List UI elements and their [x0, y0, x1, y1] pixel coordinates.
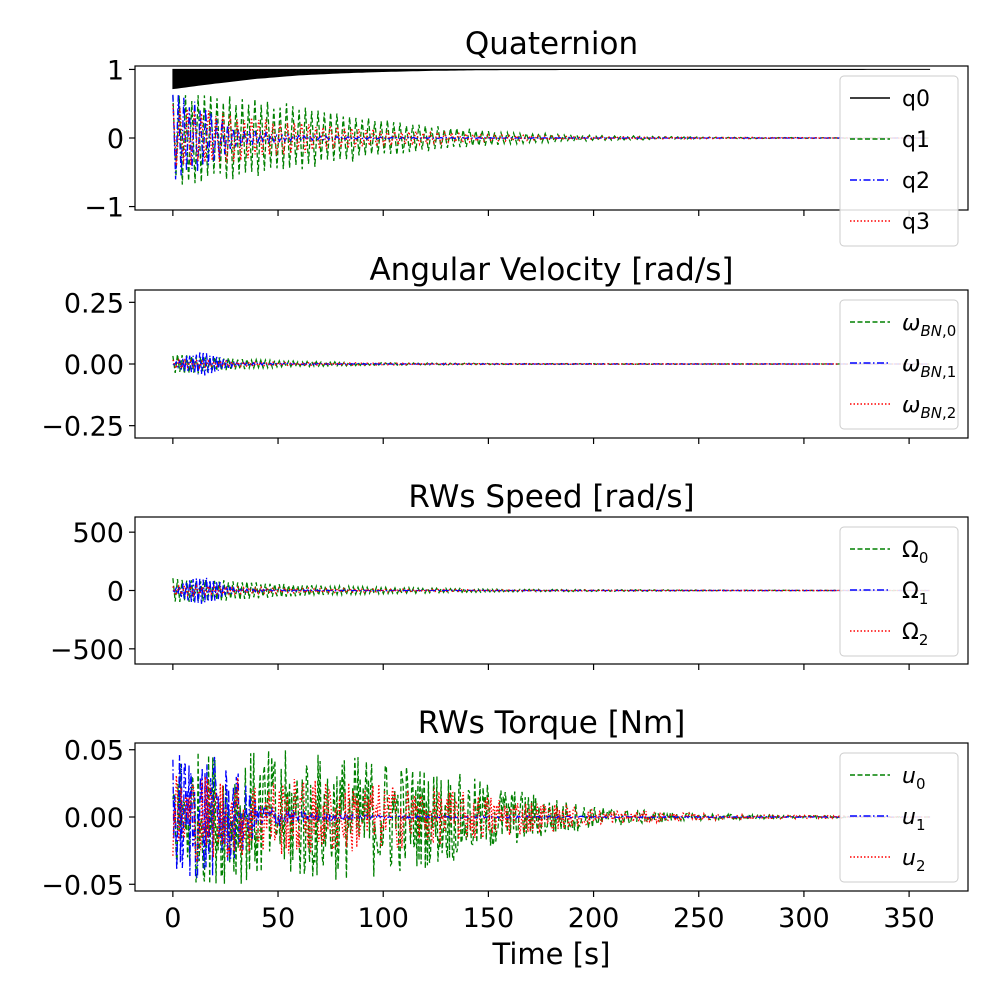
x-axis-label: Time [s] [492, 937, 611, 971]
y-tick-label: −500 [50, 635, 124, 666]
x-tick-label: 350 [883, 903, 935, 934]
chart-title: RWs Torque [Nm] [418, 705, 686, 741]
x-tick-label: 50 [261, 903, 295, 934]
y-tick-label: −1 [84, 193, 124, 224]
y-tick-label: 0.00 [64, 350, 124, 381]
y-tick-label: −0.05 [41, 870, 124, 901]
y-tick-label: 0.25 [64, 288, 124, 319]
series-q1-line [172, 95, 931, 185]
legend-label-q0: q0 [902, 87, 930, 112]
y-tick-label: 0 [107, 124, 124, 155]
y-tick-label: 0 [107, 577, 124, 608]
series-q0-band [172, 68, 931, 90]
series-u2-line [172, 775, 930, 863]
y-tick-label: 1 [107, 55, 124, 86]
legend-box [839, 526, 959, 657]
panel-rws-speed-rad-s: RWs Speed [rad/s] 500 0 −500 Ω0 Ω1 Ω2 [50, 479, 969, 670]
legend: Ω0 Ω1 Ω2 [839, 526, 959, 657]
series-group [172, 351, 930, 376]
legend-label-q1: q1 [902, 128, 930, 153]
x-tick-label: 150 [463, 903, 515, 934]
legend-label-u2: u2 [902, 846, 926, 875]
x-tick-label: 300 [778, 903, 830, 934]
panel-quaternion: Quaternion 1 0 −1 q0 q1 q2 q3 [84, 26, 969, 247]
series-group [172, 68, 931, 185]
y-tick-label: −0.25 [41, 412, 124, 443]
legend-box [839, 299, 959, 430]
panel-angular-velocity-rad-s: Angular Velocity [rad/s] 0.25 0.00 −0.25 ωBN… [41, 252, 969, 444]
y-tick-label: 500 [72, 518, 124, 549]
chart-title: RWs Speed [rad/s] [408, 479, 694, 515]
y-tick-label: 0.00 [64, 803, 124, 834]
series-u0-line [172, 750, 931, 884]
chart-title: Angular Velocity [rad/s] [369, 252, 733, 288]
legend-label-2: Ω2 [902, 620, 928, 649]
legend-label-q3: q3 [902, 210, 930, 235]
y-tick-label: 0.05 [64, 736, 124, 767]
panel-rws-torque-nm: RWs Torque [Nm] 0.05 0.00 −0.05 0 50 100 150 200… [41, 705, 969, 971]
series-group [172, 577, 930, 604]
legend-label-0: Ω0 [902, 538, 928, 567]
legend-box [839, 752, 959, 883]
legend-label-bn-0: ωBN,0 [902, 311, 956, 340]
legend: u0 u1 u2 [839, 752, 959, 883]
x-tick-label: 0 [164, 903, 181, 934]
series-2-line [172, 583, 930, 598]
x-tick-label: 200 [568, 903, 620, 934]
legend: ωBN,0 ωBN,1 ωBN,2 [839, 299, 959, 430]
legend-label-bn-2: ωBN,2 [902, 393, 956, 422]
legend-label-q2: q2 [902, 169, 930, 194]
chart-title: Quaternion [465, 26, 638, 62]
x-tick-label: 100 [357, 903, 409, 934]
legend-label-u0: u0 [902, 764, 926, 793]
x-tick-label: 250 [673, 903, 725, 934]
legend-box [839, 75, 959, 247]
legend-label-1: Ω1 [902, 579, 928, 608]
legend: q0 q1 q2 q3 [839, 75, 959, 247]
legend-label-bn-1: ωBN,1 [902, 352, 956, 381]
series-q3-line [172, 104, 928, 166]
series-group [172, 750, 931, 884]
legend-label-u1: u1 [902, 805, 926, 834]
